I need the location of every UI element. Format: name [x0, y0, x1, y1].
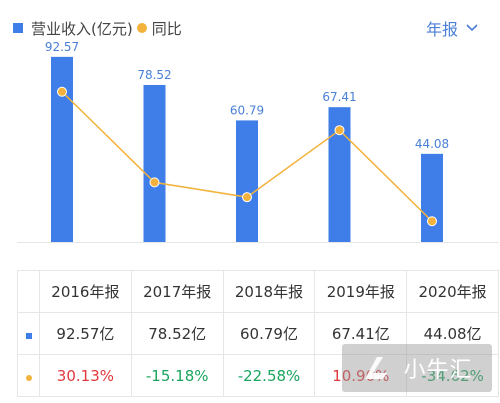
bar: [421, 153, 443, 242]
data-table: 2016年报 2017年报 2018年报 2019年报 2020年报 92.57…: [17, 270, 499, 397]
chevron-down-icon: [466, 24, 478, 32]
table-header-cell: 2019年报: [314, 270, 408, 313]
yoy-cell: -15.18%: [130, 354, 224, 397]
revenue-row: 92.57亿 78.52亿 60.79亿 67.41亿 44.08亿: [17, 312, 499, 355]
watermark-logo-icon: [365, 357, 388, 379]
yoy-cell: 10.90%: [314, 354, 408, 397]
period-selector[interactable]: 年报: [426, 16, 478, 40]
yoy-point: [427, 216, 437, 227]
table-header-cell: 2020年报: [406, 270, 499, 313]
bar: [143, 84, 166, 243]
bar-data-label: 60.79: [230, 103, 264, 117]
yoy-point: [149, 177, 160, 188]
bar: [51, 56, 73, 242]
revenue-row-marker: [25, 332, 32, 339]
table-header-row: 2016年报 2017年报 2018年报 2019年报 2020年报: [17, 270, 499, 313]
yoy-legend-marker: [136, 23, 147, 33]
watermark: 小牛汇: [342, 344, 492, 392]
yoy-point: [334, 125, 345, 136]
chart-legend: 营业收入(亿元) 同比: [13, 16, 182, 40]
revenue-cell: 60.79亿: [222, 312, 316, 355]
table-header-cell: 2018年报: [222, 270, 316, 313]
yoy-point: [57, 86, 67, 97]
yoy-cell: -34.62%: [406, 354, 499, 397]
revenue-legend-label: 营业收入(亿元): [31, 19, 133, 38]
table-header-cell: 2016年报: [39, 270, 132, 313]
yoy-cell: 30.13%: [39, 354, 132, 397]
period-selector-label: 年报: [425, 20, 458, 39]
bar: [236, 120, 258, 242]
yoy-row-marker: [25, 374, 32, 381]
yoy-row-marker-cell: [17, 354, 40, 397]
yoy-cell: -22.58%: [222, 354, 316, 397]
bar-data-label: 44.08: [415, 137, 449, 151]
revenue-chart: 92.57 78.52 60.79 67.41 44.08: [17, 40, 499, 243]
revenue-cell: 67.41亿: [314, 312, 408, 355]
watermark-text: 小牛汇: [403, 358, 473, 383]
revenue-cell: 92.57亿: [39, 312, 132, 355]
bar: [328, 107, 351, 243]
table-corner-cell: [17, 270, 40, 313]
table-header-cell: 2017年报: [130, 270, 224, 313]
revenue-row-marker-cell: [17, 312, 40, 355]
yoy-point: [242, 192, 252, 203]
revenue-cell: 78.52亿: [130, 312, 224, 355]
bar-data-label: 78.52: [137, 68, 171, 82]
bar-data-label: 92.57: [45, 40, 79, 54]
revenue-cell: 44.08亿: [406, 312, 499, 355]
bar-data-label: 67.41: [322, 90, 356, 104]
yoy-legend-label: 同比: [151, 19, 182, 38]
revenue-legend-marker: [13, 23, 23, 33]
yoy-row: 30.13% -15.18% -22.58% 10.90% -34.62%: [17, 354, 499, 397]
